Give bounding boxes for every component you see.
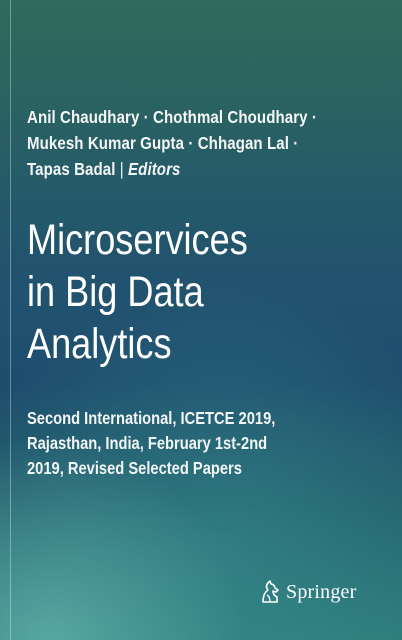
spine-edge-line	[10, 0, 11, 640]
editors-role-label: Editors	[128, 159, 181, 179]
title-line-3: Analytics	[27, 320, 172, 368]
publisher-logo: Springer	[258, 577, 356, 607]
editors-list: Anil Chaudhary · Chothmal Choudhary · Mu…	[27, 104, 337, 182]
springer-horse-icon	[262, 580, 279, 603]
subtitle-line-1: Second International, ICETCE 2019,	[27, 408, 276, 428]
subtitle-line-2: Rajasthan, India, February 1st-2nd	[27, 433, 268, 453]
book-subtitle: Second International, ICETCE 2019, Rajas…	[27, 406, 363, 481]
editor-name: Tapas Badal	[27, 159, 116, 179]
editors-line-3: Tapas Badal | Editors	[27, 159, 181, 179]
editors-line-1: Anil Chaudhary · Chothmal Choudhary ·	[27, 107, 317, 127]
editors-line-2: Mukesh Kumar Gupta · Chhagan Lal ·	[27, 133, 299, 153]
title-line-2: in Big Data	[27, 268, 204, 316]
publisher-name: Springer	[286, 580, 357, 603]
book-title: Microservices in Big Data Analytics	[27, 214, 380, 370]
title-line-1: Microservices	[27, 216, 248, 264]
subtitle-line-3: 2019, Revised Selected Papers	[27, 458, 242, 478]
